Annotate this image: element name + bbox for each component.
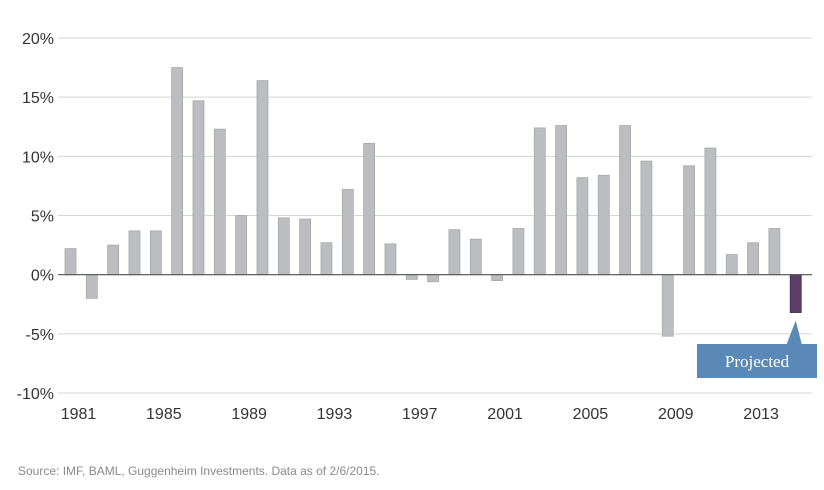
bar bbox=[128, 230, 141, 276]
callout-label: Projected bbox=[725, 352, 790, 371]
y-tick-label: -10% bbox=[17, 386, 54, 403]
bar bbox=[469, 238, 482, 276]
bar bbox=[427, 274, 440, 283]
y-tick-label: 0% bbox=[31, 268, 54, 285]
bar bbox=[491, 274, 504, 281]
y-tick-label: -5% bbox=[26, 327, 54, 344]
bar bbox=[576, 177, 589, 276]
bar bbox=[768, 228, 781, 276]
bar bbox=[299, 218, 312, 276]
x-tick-label: 1993 bbox=[317, 406, 353, 423]
bar bbox=[747, 242, 759, 276]
source-note: Source: IMF, BAML, Guggenheim Investment… bbox=[18, 464, 380, 478]
bar bbox=[107, 244, 120, 276]
y-tick-label: 20% bbox=[22, 31, 54, 48]
x-tick-label: 2013 bbox=[743, 406, 779, 423]
bar bbox=[448, 229, 461, 276]
bar bbox=[235, 215, 248, 276]
x-axis-tick-labels: 1981 1985 1989 1993 1997 2001 2005 2009 2013 bbox=[61, 406, 779, 423]
bar bbox=[363, 142, 376, 276]
bar bbox=[149, 230, 162, 276]
bars bbox=[64, 67, 802, 337]
callout-box bbox=[697, 320, 817, 378]
x-tick-label: 2005 bbox=[573, 406, 609, 423]
bar bbox=[64, 248, 77, 276]
bar-projected bbox=[789, 274, 802, 313]
x-tick-label: 1989 bbox=[231, 406, 267, 423]
y-tick-label: 15% bbox=[22, 90, 54, 107]
bar bbox=[277, 217, 290, 276]
bar bbox=[85, 274, 98, 299]
bar bbox=[640, 160, 653, 276]
bar bbox=[213, 128, 226, 276]
y-tick-label: 5% bbox=[31, 209, 54, 226]
bar bbox=[597, 174, 610, 276]
y-axis-tick-labels: -10% -5% 0% 5% 10% 15% 20% bbox=[17, 31, 54, 403]
x-tick-label: 2009 bbox=[658, 406, 694, 423]
bar bbox=[683, 165, 695, 276]
x-tick-label: 1997 bbox=[402, 406, 438, 423]
bar bbox=[725, 254, 738, 276]
bar bbox=[320, 242, 333, 276]
bar bbox=[619, 125, 631, 276]
bar bbox=[405, 274, 418, 280]
x-tick-label: 1981 bbox=[61, 406, 97, 423]
bar bbox=[192, 100, 205, 276]
projected-callout: Projected bbox=[697, 320, 817, 378]
bar bbox=[704, 147, 717, 276]
bar bbox=[533, 127, 546, 276]
bar bbox=[384, 243, 397, 276]
bar bbox=[256, 80, 269, 276]
y-tick-label: 10% bbox=[22, 149, 54, 166]
bar bbox=[171, 67, 184, 276]
bar bbox=[512, 228, 525, 276]
x-tick-label: 2001 bbox=[487, 406, 523, 423]
bar bbox=[661, 274, 674, 337]
gridlines bbox=[58, 37, 812, 394]
bar bbox=[341, 189, 354, 276]
x-tick-label: 1985 bbox=[146, 406, 182, 423]
bar bbox=[555, 125, 567, 276]
